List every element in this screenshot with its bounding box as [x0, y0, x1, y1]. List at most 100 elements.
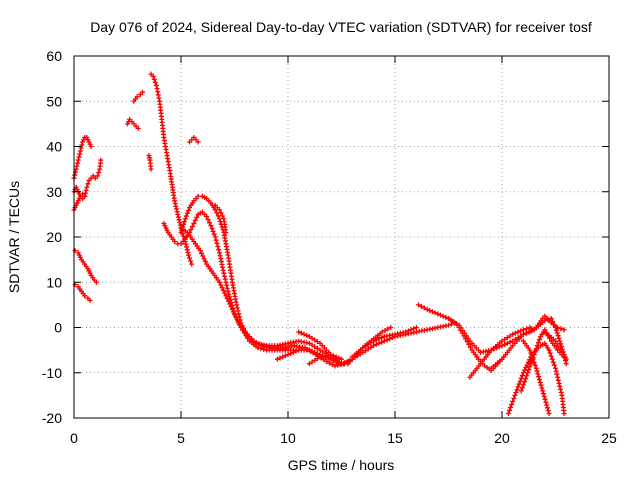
data-point	[516, 381, 522, 387]
data-point	[385, 326, 391, 332]
data-point	[413, 325, 419, 330]
data-point	[314, 345, 320, 351]
data-point	[235, 308, 241, 314]
data-point	[181, 233, 187, 239]
data-point	[507, 333, 513, 339]
x-tick-label: 10	[280, 430, 296, 446]
data-point	[408, 327, 414, 333]
data-point	[546, 410, 552, 416]
data-point	[528, 361, 534, 367]
data-point	[554, 371, 560, 377]
data-point	[543, 399, 549, 405]
data-point	[333, 354, 339, 360]
data-point	[373, 337, 379, 343]
series-arc20	[349, 325, 419, 360]
y-tick-label: 40	[46, 139, 62, 155]
data-point	[187, 255, 193, 261]
data-point	[200, 253, 206, 259]
data-point	[151, 76, 157, 82]
series-arc8	[146, 153, 154, 172]
data-point	[545, 408, 551, 414]
data-point	[332, 363, 338, 369]
data-point	[72, 248, 78, 254]
data-point	[184, 210, 190, 216]
data-point	[254, 340, 260, 346]
data-point	[556, 344, 562, 350]
data-point	[545, 317, 551, 323]
data-point	[542, 396, 548, 402]
data-point	[365, 341, 371, 347]
data-point	[446, 322, 451, 328]
data-point	[222, 273, 228, 279]
data-point	[521, 379, 527, 385]
data-point	[256, 341, 262, 347]
y-tick-label: 20	[46, 229, 62, 245]
data-point	[518, 328, 524, 334]
data-point	[234, 302, 240, 308]
data-point	[418, 303, 424, 309]
data-point	[520, 382, 526, 388]
data-point	[538, 382, 544, 388]
data-point	[215, 244, 221, 250]
data-point	[202, 258, 208, 264]
data-point	[223, 279, 229, 285]
data-point	[285, 352, 291, 358]
data-point	[379, 335, 385, 341]
series-arc13	[187, 134, 201, 145]
data-point	[517, 378, 523, 384]
data-points	[71, 71, 569, 416]
data-point	[321, 357, 327, 363]
data-point	[223, 293, 229, 299]
tick-labels: 0 5 10 15 20 25 -20 -10 0 10 20 30 40 50 60	[42, 48, 617, 446]
data-point	[191, 220, 197, 226]
data-point	[532, 349, 538, 355]
data-point	[515, 329, 521, 335]
data-point	[518, 388, 524, 394]
data-point	[215, 213, 221, 219]
data-point	[541, 394, 547, 400]
data-point	[540, 391, 546, 397]
data-point	[212, 234, 218, 240]
data-point	[314, 351, 320, 357]
data-point	[178, 229, 184, 235]
data-point	[451, 319, 457, 325]
data-point	[194, 214, 200, 220]
data-point	[197, 248, 203, 254]
data-point	[548, 315, 554, 321]
data-point	[555, 333, 561, 339]
y-axis-label: SDTVAR / TECUs	[6, 181, 22, 293]
series-arc24	[488, 315, 569, 371]
data-point	[502, 336, 508, 342]
data-point	[376, 336, 382, 342]
data-point	[224, 282, 230, 288]
data-point	[550, 359, 556, 365]
data-point	[363, 343, 369, 349]
data-point	[519, 385, 525, 391]
data-point	[208, 223, 214, 229]
series-arc12	[178, 225, 347, 369]
data-point	[462, 330, 468, 336]
data-point	[77, 151, 83, 157]
data-point	[298, 330, 304, 336]
data-point	[229, 306, 235, 312]
data-point	[528, 328, 534, 334]
data-point	[251, 338, 257, 344]
data-point	[75, 157, 81, 163]
data-point	[559, 349, 565, 355]
data-point	[183, 213, 189, 219]
data-point	[371, 343, 377, 349]
data-point	[328, 352, 334, 358]
data-point	[558, 346, 564, 352]
y-tick-label: 50	[46, 93, 62, 109]
data-point	[525, 370, 531, 376]
y-tick-label: 10	[46, 274, 62, 290]
data-point	[527, 347, 533, 353]
data-point	[539, 385, 545, 391]
data-point	[172, 239, 178, 245]
data-point	[466, 341, 472, 347]
data-point	[554, 330, 560, 336]
data-point	[540, 388, 546, 394]
data-point	[467, 344, 473, 350]
data-point	[317, 347, 323, 353]
data-point	[504, 335, 510, 341]
